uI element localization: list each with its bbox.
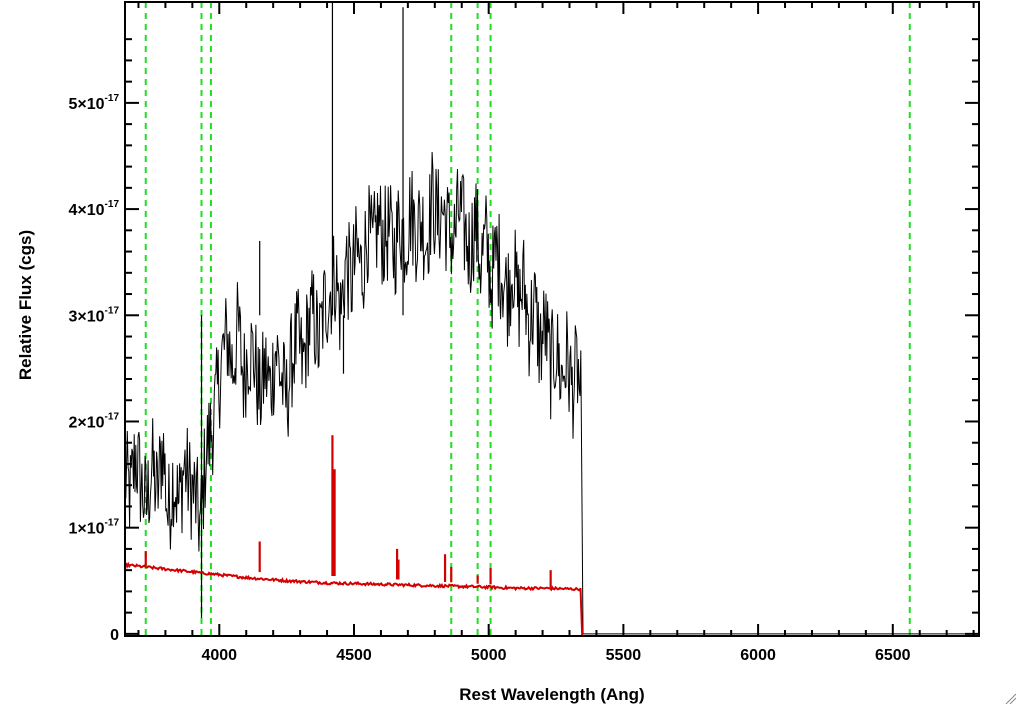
- y-tick-label: 5×10-17: [69, 93, 120, 113]
- x-tick-label: 4000: [201, 647, 237, 664]
- plot-frame: [124, 1, 980, 637]
- x-tick-label: 6000: [740, 647, 776, 664]
- x-tick-label: 5000: [471, 647, 507, 664]
- x-tick-label: 5500: [606, 647, 642, 664]
- y-axis-label: Relative Flux (cgs): [16, 230, 35, 380]
- series-1-line: [124, 561, 979, 637]
- tick-labels: 4000 4500 5000 5500 6000 6500 0 1×10-17 2×10-17 3…: [69, 93, 911, 664]
- series-0-line: [124, 151, 979, 635]
- y-tick-label: 0: [110, 627, 119, 644]
- reference-lines: [144, 2, 911, 636]
- y-tick-label: 3×10-17: [69, 305, 120, 325]
- series-layer: [124, 2, 979, 637]
- x-tick-label: 4500: [336, 647, 372, 664]
- x-axis-label: Rest Wavelength (Ang): [459, 685, 644, 704]
- resize-grip-icon[interactable]: [1004, 692, 1016, 704]
- x-tick-label: 6500: [875, 647, 911, 664]
- y-tick-label: 2×10-17: [69, 411, 120, 431]
- y-tick-label: 1×10-17: [69, 518, 120, 538]
- y-tick-label: 4×10-17: [69, 199, 120, 219]
- axis-ticks: [125, 2, 979, 636]
